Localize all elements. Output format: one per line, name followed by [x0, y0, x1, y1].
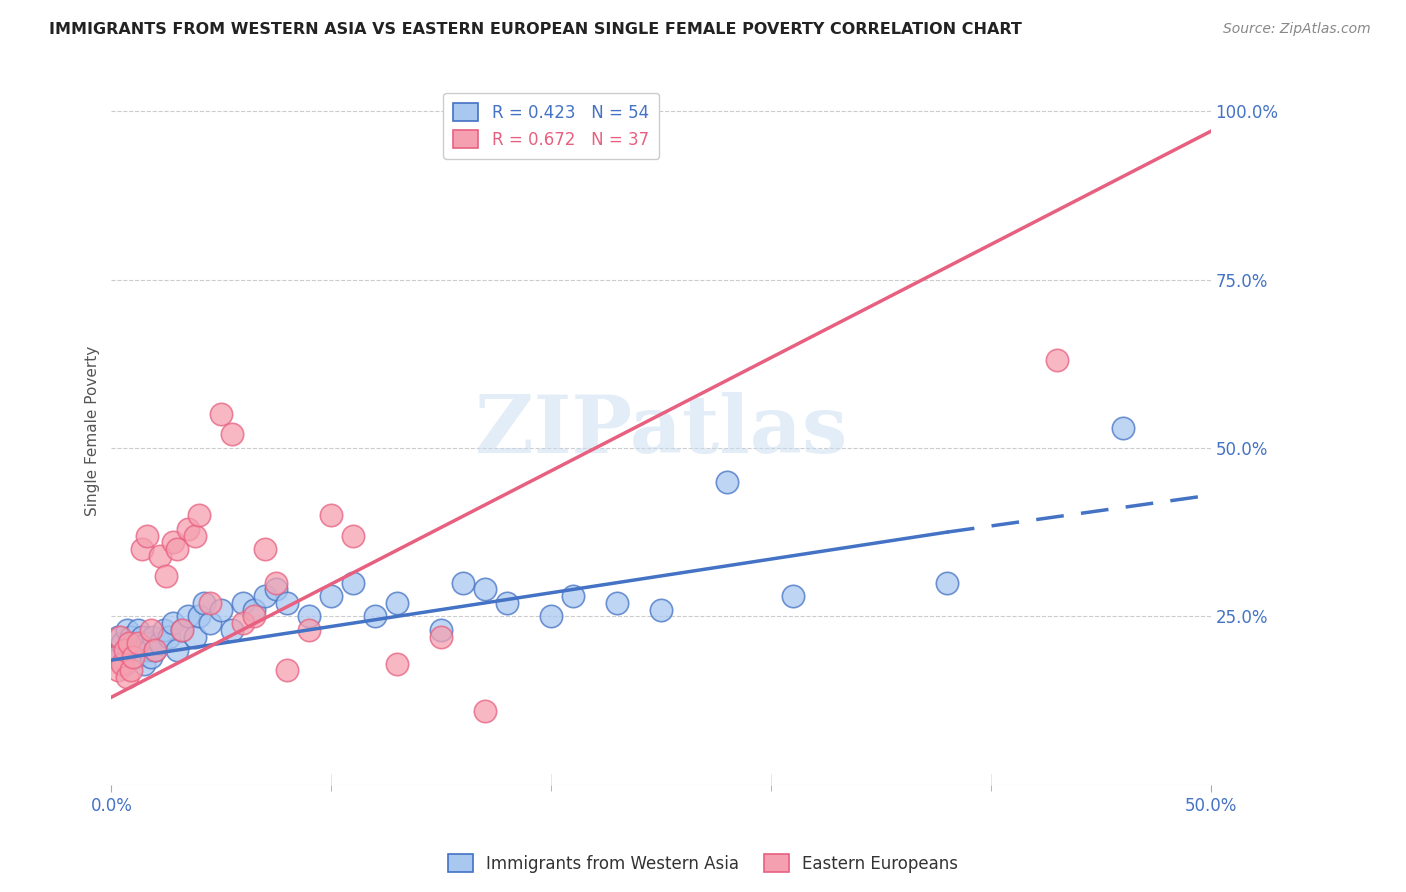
Point [209, 602, 232, 616]
Point [115, 670, 138, 684]
Point [232, 596, 254, 610]
Point [118, 643, 141, 657]
Point [342, 528, 364, 542]
Point [221, 623, 243, 637]
Point [108, 630, 131, 644]
Point [104, 649, 127, 664]
Point [474, 704, 496, 718]
Point [474, 582, 496, 597]
Point [177, 522, 200, 536]
Point [111, 636, 134, 650]
Point [107, 630, 129, 644]
Legend: R = 0.423   N = 54, R = 0.672   N = 37: R = 0.423 N = 54, R = 0.672 N = 37 [443, 93, 659, 159]
Point [188, 609, 211, 624]
Point [149, 549, 172, 563]
Point [276, 663, 298, 677]
Point [200, 596, 222, 610]
Point [650, 602, 672, 616]
Text: ZIPatlas: ZIPatlas [475, 392, 848, 470]
Point [243, 602, 266, 616]
Point [430, 623, 453, 637]
Point [142, 630, 165, 644]
Point [145, 643, 167, 657]
Point [254, 541, 277, 556]
Point [364, 609, 387, 624]
Point [155, 569, 177, 583]
Point [200, 616, 222, 631]
Point [935, 575, 957, 590]
Point [120, 663, 142, 677]
Point [387, 596, 409, 610]
Point [606, 596, 628, 610]
Point [129, 643, 152, 657]
Point [540, 609, 562, 624]
Point [1046, 353, 1069, 368]
Point [127, 636, 149, 650]
Point [124, 649, 146, 664]
Point [177, 609, 200, 624]
Point [149, 636, 172, 650]
Point [166, 541, 188, 556]
Point [127, 623, 149, 637]
Point [266, 575, 288, 590]
Point [782, 589, 804, 603]
Point [104, 643, 127, 657]
Point [430, 630, 453, 644]
Point [321, 589, 343, 603]
Point [342, 575, 364, 590]
Point [107, 663, 129, 677]
Point [111, 657, 134, 671]
Point [120, 630, 142, 644]
Point [266, 582, 288, 597]
Point [716, 475, 738, 489]
Point [1112, 421, 1135, 435]
Point [562, 589, 585, 603]
Point [139, 649, 162, 664]
Point [145, 643, 167, 657]
Point [162, 535, 184, 549]
Point [254, 589, 277, 603]
Point [184, 630, 207, 644]
Point [496, 596, 519, 610]
Point [170, 623, 193, 637]
Point [108, 649, 131, 664]
Point [298, 609, 321, 624]
Point [166, 643, 188, 657]
Point [139, 623, 162, 637]
Point [115, 623, 138, 637]
Point [451, 575, 474, 590]
Point [153, 623, 176, 637]
Point [170, 623, 193, 637]
Point [157, 630, 180, 644]
Point [122, 649, 145, 664]
Point [131, 541, 153, 556]
Point [321, 508, 343, 523]
Point [114, 643, 136, 657]
Point [184, 528, 207, 542]
Point [114, 657, 136, 671]
Point [135, 528, 157, 542]
Point [193, 596, 215, 610]
Point [118, 636, 141, 650]
Point [188, 508, 211, 523]
Y-axis label: Single Female Poverty: Single Female Poverty [86, 346, 100, 516]
Point [276, 596, 298, 610]
Point [243, 609, 266, 624]
Point [209, 407, 232, 421]
Point [232, 616, 254, 631]
Legend: Immigrants from Western Asia, Eastern Europeans: Immigrants from Western Asia, Eastern Eu… [441, 847, 965, 880]
Point [138, 643, 160, 657]
Point [387, 657, 409, 671]
Text: IMMIGRANTS FROM WESTERN ASIA VS EASTERN EUROPEAN SINGLE FEMALE POVERTY CORRELATI: IMMIGRANTS FROM WESTERN ASIA VS EASTERN … [49, 22, 1022, 37]
Point [122, 636, 145, 650]
Point [221, 427, 243, 442]
Point [134, 657, 156, 671]
Text: Source: ZipAtlas.com: Source: ZipAtlas.com [1223, 22, 1371, 37]
Point [135, 636, 157, 650]
Point [298, 623, 321, 637]
Point [131, 630, 153, 644]
Point [162, 616, 184, 631]
